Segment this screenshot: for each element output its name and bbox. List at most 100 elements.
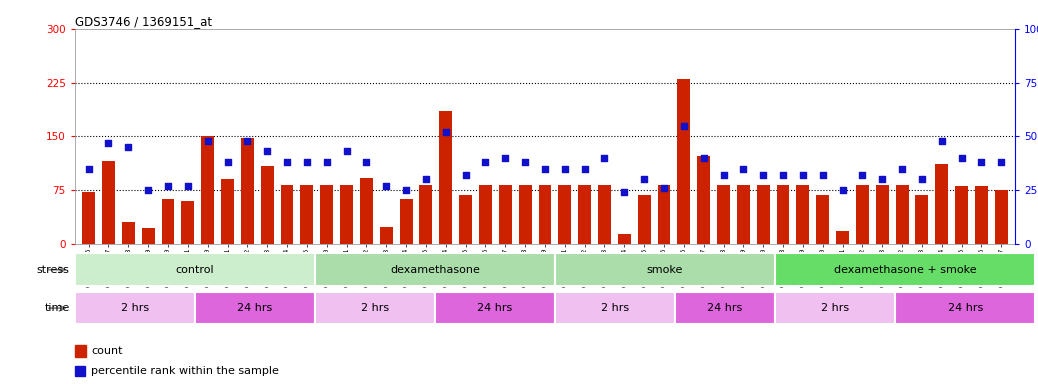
Point bbox=[874, 176, 891, 182]
Point bbox=[358, 159, 375, 165]
Point bbox=[953, 155, 969, 161]
Bar bbox=[75, 345, 86, 357]
Point bbox=[180, 183, 196, 189]
Bar bbox=[816, 195, 829, 244]
Bar bbox=[221, 179, 234, 244]
Point bbox=[616, 189, 632, 195]
Text: stress: stress bbox=[36, 265, 70, 275]
Bar bbox=[558, 185, 571, 244]
Bar bbox=[856, 185, 869, 244]
Bar bbox=[775, 292, 895, 324]
Point bbox=[319, 159, 335, 165]
Point bbox=[676, 122, 692, 129]
Bar bbox=[419, 185, 433, 244]
Point bbox=[755, 172, 771, 178]
Bar bbox=[555, 253, 775, 286]
Bar bbox=[519, 185, 531, 244]
Text: 24 hrs: 24 hrs bbox=[477, 303, 513, 313]
Bar bbox=[539, 185, 551, 244]
Point bbox=[933, 137, 950, 144]
Bar bbox=[435, 292, 555, 324]
Point bbox=[774, 172, 791, 178]
Bar bbox=[876, 185, 889, 244]
Bar bbox=[75, 366, 85, 376]
Bar bbox=[737, 185, 749, 244]
Bar bbox=[121, 222, 135, 244]
Point bbox=[556, 166, 573, 172]
Bar bbox=[195, 292, 315, 324]
Point bbox=[735, 166, 752, 172]
Bar bbox=[241, 138, 254, 244]
Bar bbox=[380, 227, 392, 244]
Bar bbox=[75, 292, 195, 324]
Point bbox=[160, 183, 176, 189]
Bar bbox=[439, 111, 453, 244]
Bar bbox=[935, 164, 948, 244]
Point bbox=[913, 176, 930, 182]
Bar bbox=[796, 185, 810, 244]
Text: 2 hrs: 2 hrs bbox=[361, 303, 389, 313]
Bar bbox=[459, 195, 472, 244]
Bar bbox=[479, 185, 492, 244]
Point bbox=[993, 159, 1010, 165]
Point bbox=[219, 159, 236, 165]
Text: 24 hrs: 24 hrs bbox=[238, 303, 272, 313]
Point bbox=[398, 187, 414, 193]
Bar bbox=[637, 195, 651, 244]
Bar bbox=[698, 156, 710, 244]
Bar bbox=[162, 199, 174, 244]
Bar bbox=[775, 253, 1035, 286]
Bar bbox=[896, 185, 908, 244]
Point bbox=[258, 148, 275, 154]
Point bbox=[100, 140, 116, 146]
Bar bbox=[836, 231, 849, 244]
Text: percentile rank within the sample: percentile rank within the sample bbox=[91, 366, 279, 376]
Bar bbox=[280, 185, 294, 244]
Bar bbox=[142, 228, 155, 244]
Bar bbox=[321, 185, 333, 244]
Bar bbox=[82, 192, 95, 244]
Point bbox=[299, 159, 316, 165]
Point bbox=[815, 172, 831, 178]
Text: GDS3746 / 1369151_at: GDS3746 / 1369151_at bbox=[75, 15, 212, 28]
Point bbox=[835, 187, 851, 193]
Point bbox=[497, 155, 514, 161]
Bar bbox=[315, 253, 555, 286]
Bar bbox=[757, 185, 769, 244]
Point bbox=[656, 185, 673, 191]
Point bbox=[120, 144, 137, 150]
Text: 2 hrs: 2 hrs bbox=[821, 303, 849, 313]
Text: 24 hrs: 24 hrs bbox=[708, 303, 742, 313]
Bar bbox=[776, 185, 790, 244]
Bar bbox=[675, 292, 775, 324]
Bar bbox=[975, 187, 988, 244]
Bar bbox=[201, 136, 214, 244]
Text: control: control bbox=[175, 265, 214, 275]
Point bbox=[794, 172, 811, 178]
Text: dexamethasone: dexamethasone bbox=[390, 265, 480, 275]
Text: 2 hrs: 2 hrs bbox=[120, 303, 148, 313]
Text: 2 hrs: 2 hrs bbox=[601, 303, 629, 313]
Point bbox=[517, 159, 534, 165]
Bar bbox=[717, 185, 730, 244]
Point bbox=[477, 159, 494, 165]
Bar bbox=[916, 195, 928, 244]
Bar bbox=[300, 185, 313, 244]
Bar bbox=[555, 292, 675, 324]
Point bbox=[437, 129, 454, 135]
Bar bbox=[261, 166, 274, 244]
Point bbox=[80, 166, 97, 172]
Bar bbox=[182, 201, 194, 244]
Text: time: time bbox=[45, 303, 70, 313]
Point bbox=[894, 166, 910, 172]
Point bbox=[279, 159, 296, 165]
Text: count: count bbox=[91, 346, 122, 356]
Point bbox=[537, 166, 553, 172]
Point bbox=[596, 155, 612, 161]
Point bbox=[576, 166, 593, 172]
Bar bbox=[340, 185, 353, 244]
Bar bbox=[678, 79, 690, 244]
Bar bbox=[598, 185, 611, 244]
Point bbox=[458, 172, 474, 178]
Bar bbox=[895, 292, 1035, 324]
